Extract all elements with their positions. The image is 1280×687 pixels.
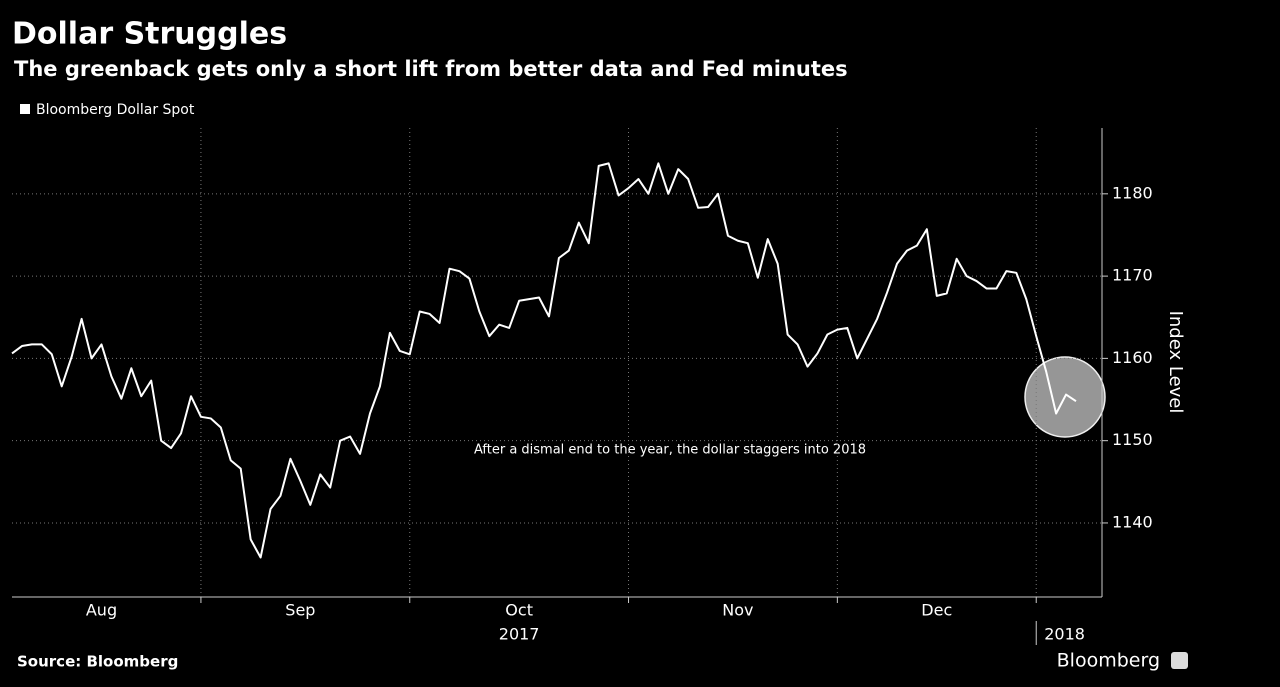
y-tick-label: 1170	[1112, 266, 1153, 285]
brand-icon	[1171, 652, 1188, 669]
brand: Bloomberg	[1057, 650, 1160, 672]
y-tick-label: 1150	[1112, 430, 1153, 449]
x-tick-label: Nov	[722, 601, 753, 620]
x-tick-label: Oct	[505, 601, 533, 620]
legend-label: Bloomberg Dollar Spot	[36, 102, 195, 118]
x-tick-label: Dec	[921, 601, 952, 620]
x-tick-label: Sep	[285, 601, 315, 620]
year-label: 2017	[499, 625, 540, 644]
y-tick-label: 1140	[1112, 512, 1153, 531]
data-line	[11, 162, 1077, 559]
x-tick-label: Aug	[86, 601, 117, 620]
y-tick-label: 1180	[1112, 183, 1153, 202]
chart-subtitle: The greenback gets only a short lift fro…	[14, 57, 848, 81]
annotation: After a dismal end to the year, the doll…	[474, 443, 866, 458]
year-label: 2018	[1044, 625, 1085, 644]
legend-swatch	[20, 104, 30, 114]
y-tick-label: 1160	[1112, 348, 1153, 367]
chart-title: Dollar Struggles	[12, 17, 287, 52]
source: Source: Bloomberg	[17, 653, 178, 671]
y-axis-label: Index Level	[1165, 311, 1186, 414]
